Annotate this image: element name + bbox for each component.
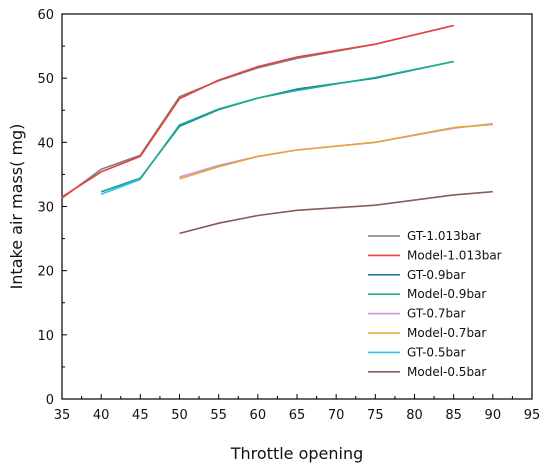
x-tick-label: 70	[328, 408, 345, 423]
series-line-model-0-7bar	[179, 123, 493, 180]
legend-label: Model-0.9bar	[407, 287, 486, 301]
legend-label: GT-0.7bar	[407, 307, 465, 321]
legend-label: Model-1.013bar	[407, 248, 502, 262]
legend-label: GT-1.013bar	[407, 229, 481, 243]
series-line-model-0-9bar	[100, 60, 454, 193]
legend-label: Model-0.7bar	[407, 326, 486, 340]
x-tick-label: 40	[93, 408, 110, 423]
x-tick-label: 50	[171, 408, 188, 423]
x-tick-label: 55	[210, 408, 227, 423]
y-tick-label: 0	[46, 393, 54, 408]
x-axis-title: Throttle opening	[230, 444, 364, 463]
series-line-gt-0-9bar	[100, 60, 454, 193]
y-tick-label: 10	[37, 329, 54, 344]
series-line-model-0-5bar	[179, 190, 493, 235]
series-line-gt-1-013bar	[61, 24, 454, 199]
y-tick-label: 30	[37, 201, 54, 216]
y-tick-label: 20	[37, 265, 54, 280]
plot-frame	[61, 13, 533, 400]
series-line-gt-0-5bar	[100, 178, 141, 196]
legend-label: Model-0.5bar	[407, 365, 486, 379]
x-tick-label: 75	[367, 408, 384, 423]
x-tick-label: 95	[524, 408, 541, 423]
y-tick-label: 60	[37, 8, 54, 23]
series-lines	[61, 24, 493, 235]
x-tick-label: 85	[445, 408, 462, 423]
x-tick-label: 65	[289, 408, 306, 423]
legend: GT-1.013bar Model-1.013bar GT-0.9bar Model-…	[368, 229, 502, 379]
axes: 35 40 45 50 55 60 65 70 75 80 85 90 95 0 10 20 30 40 50 60	[37, 8, 540, 423]
x-tick-label: 45	[132, 408, 149, 423]
y-tick-label: 40	[37, 136, 54, 151]
series-line-gt-0-7bar	[179, 122, 493, 178]
x-tick-label: 90	[485, 408, 502, 423]
legend-label: GT-0.9bar	[407, 268, 465, 282]
series-line-model-1-013bar	[61, 24, 454, 198]
x-tick-label: 35	[54, 408, 71, 423]
x-tick-label: 80	[406, 408, 423, 423]
y-tick-label: 50	[37, 72, 54, 87]
x-tick-label: 60	[250, 408, 267, 423]
legend-label: GT-0.5bar	[407, 345, 465, 359]
y-axis-title: Intake air mass( mg)	[7, 124, 26, 290]
